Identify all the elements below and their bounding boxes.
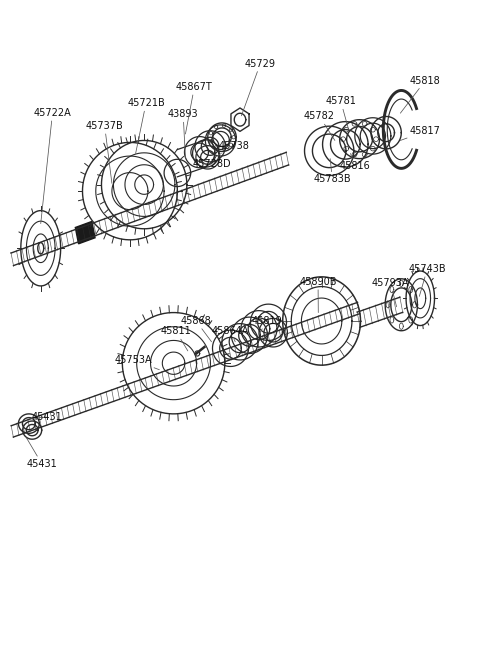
Text: 45431: 45431 (30, 412, 62, 422)
Text: 45793A: 45793A (372, 278, 409, 307)
Text: 45431: 45431 (26, 438, 57, 469)
Text: 45819: 45819 (252, 316, 283, 334)
Text: 45721B: 45721B (127, 98, 165, 153)
Text: 45728D: 45728D (192, 159, 231, 169)
Text: 45781: 45781 (325, 96, 356, 132)
Text: 45722A: 45722A (34, 108, 72, 223)
Polygon shape (75, 221, 95, 244)
Text: 45738: 45738 (215, 141, 250, 157)
Text: 45753A: 45753A (114, 355, 159, 369)
Text: 45782: 45782 (304, 111, 335, 140)
Text: 45868: 45868 (180, 316, 212, 342)
Text: 45817: 45817 (400, 126, 441, 140)
Text: 43893: 43893 (168, 109, 199, 159)
Text: 45811: 45811 (161, 326, 192, 351)
Text: 45816: 45816 (340, 153, 371, 172)
Text: 45783B: 45783B (313, 159, 351, 185)
Text: 45737B: 45737B (86, 121, 123, 183)
Text: 45818: 45818 (400, 76, 441, 113)
Text: 45729: 45729 (241, 59, 276, 116)
Text: 45743B: 45743B (408, 264, 446, 296)
Text: 45864A: 45864A (212, 326, 249, 342)
Text: 45867T: 45867T (176, 83, 213, 134)
Text: 45890B: 45890B (300, 277, 337, 312)
